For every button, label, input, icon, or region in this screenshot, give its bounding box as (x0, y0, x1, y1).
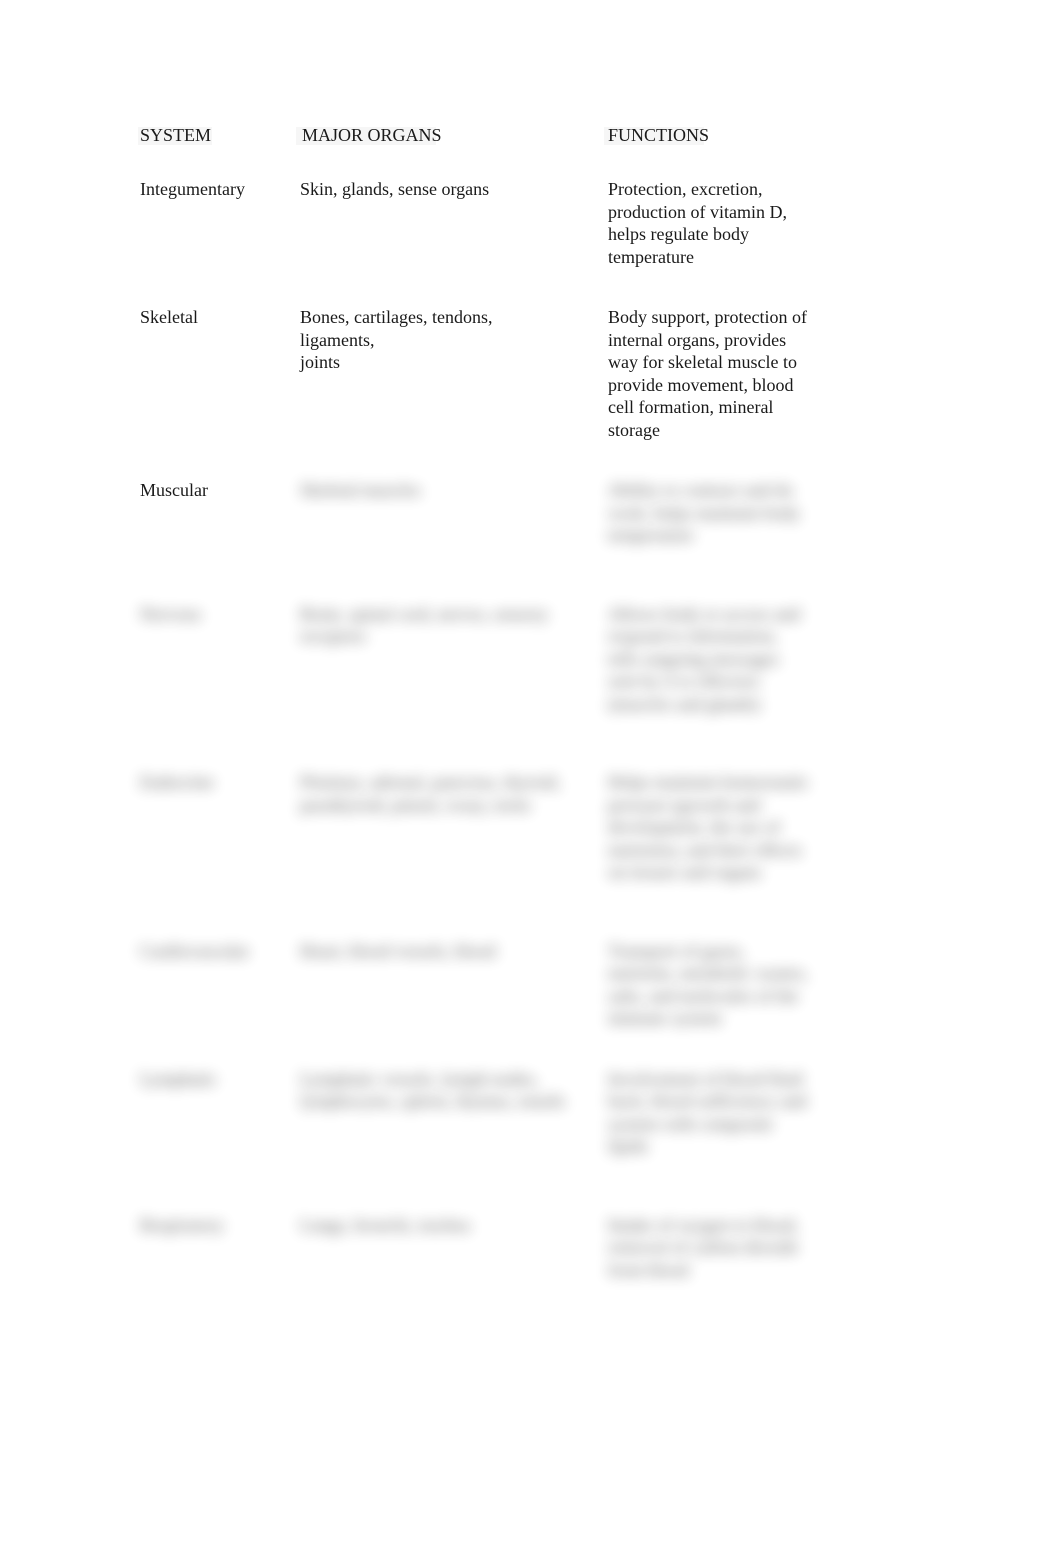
row-separator (140, 441, 810, 479)
row-separator (140, 715, 810, 771)
functions-cell: Intake of oxygen to blood, removal of ca… (600, 1214, 810, 1282)
header-system-text: SYSTEM (140, 125, 211, 145)
organs-cell: Lymphatic vessels, lymph nodes, lymphocy… (300, 1068, 600, 1158)
body-systems-table: SYSTEM MAJOR ORGANS FUNCTIONS Integument… (140, 125, 922, 1281)
functions-cell: Helps maintain homeostatic pressure (gro… (600, 771, 810, 884)
header-functions: FUNCTIONS (600, 125, 810, 178)
organs-cell: Skin, glands, sense organs (300, 178, 600, 268)
system-cell: Cardiovascular (140, 940, 300, 1030)
functions-cell: Involvement of blood fluid back, blood s… (600, 1068, 810, 1158)
organs-cell: Pituitary, adrenal, pancreas, thyroid, p… (300, 771, 600, 884)
functions-cell: Protection, excretion, production of vit… (600, 178, 810, 268)
system-cell: Skeletal (140, 306, 300, 441)
system-cell: Muscular (140, 479, 300, 547)
row-separator (140, 1030, 810, 1068)
row-separator (140, 884, 810, 940)
functions-cell: Body support, protection of internal org… (600, 306, 810, 441)
row-separator (140, 547, 810, 603)
organs-cell: Heart, blood vessels, blood (300, 940, 600, 1030)
header-organs: MAJOR ORGANS (300, 125, 600, 178)
header-organs-text: MAJOR ORGANS (302, 125, 442, 145)
row-separator (140, 268, 810, 306)
organs-cell: Bones, cartilages, tendons, ligaments, j… (300, 306, 600, 441)
header-system: SYSTEM (140, 125, 300, 178)
organs-cell: Brain, spinal cord, nerves, sensory rece… (300, 603, 600, 716)
functions-cell: Transport of gases, nutrients, metabolic… (600, 940, 810, 1030)
row-separator (140, 1158, 810, 1214)
system-cell: Endocrine (140, 771, 300, 884)
functions-cell: Ability to contract and do work, helps m… (600, 479, 810, 547)
system-cell: Respiratory (140, 1214, 300, 1282)
organs-cell: Lungs, bronchi, trachea (300, 1214, 600, 1282)
organs-cell: Skeletal muscles (300, 479, 600, 547)
functions-cell: Allows body to access and respond to inf… (600, 603, 810, 716)
system-cell: Integumentary (140, 178, 300, 268)
header-functions-text: FUNCTIONS (608, 125, 709, 145)
system-cell: Lymphatic (140, 1068, 300, 1158)
system-cell: Nervous (140, 603, 300, 716)
